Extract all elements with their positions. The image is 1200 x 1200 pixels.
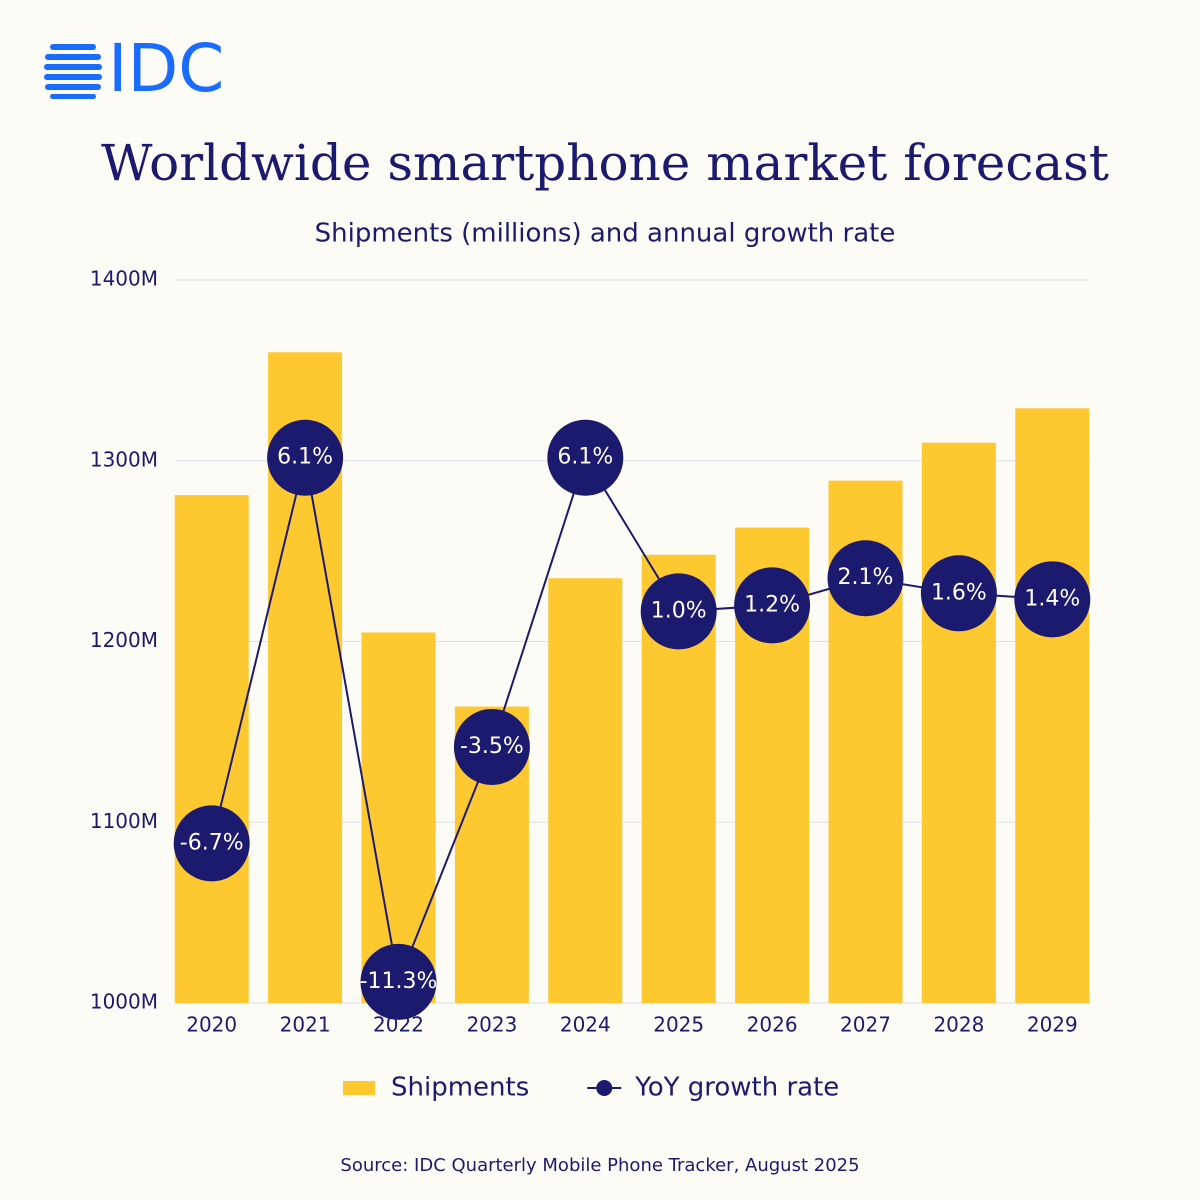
- y-tick-label: 1000M: [90, 990, 158, 1014]
- point: [734, 567, 811, 644]
- x-tick-label: 2029: [1027, 1013, 1078, 1037]
- legend-label: Shipments: [391, 1073, 529, 1103]
- x-tick-label: 2023: [466, 1013, 517, 1037]
- logo-mark: [44, 44, 102, 99]
- data-label: -3.5%: [460, 734, 524, 759]
- point: [1014, 561, 1091, 638]
- line: [210, 455, 1053, 986]
- point: [453, 708, 530, 785]
- y-tick-label: 1400M: [90, 267, 158, 291]
- point: [920, 555, 997, 632]
- bar: [548, 578, 623, 1003]
- y-tick-label: 1100M: [90, 809, 158, 833]
- data-label: 1.2%: [744, 592, 800, 617]
- x-tick-label: 2026: [747, 1013, 798, 1037]
- data-label: 2.1%: [838, 565, 894, 590]
- point: [360, 943, 437, 1020]
- point: [640, 573, 717, 650]
- source: Source: IDC Quarterly Mobile Phone Track…: [340, 1155, 859, 1176]
- x-tick-label: 2027: [840, 1013, 891, 1037]
- bar: [1015, 408, 1090, 1003]
- data-label: 1.4%: [1024, 586, 1080, 611]
- legend-swatch: [596, 1080, 613, 1096]
- bar: [174, 495, 249, 1003]
- x-tick-label: 2024: [560, 1013, 611, 1037]
- data-label: 1.0%: [651, 598, 707, 623]
- data-label: 1.6%: [931, 580, 987, 605]
- x-tick-label: 2025: [653, 1013, 704, 1037]
- point: [173, 805, 250, 882]
- bar: [361, 632, 436, 1003]
- legend-label: YoY growth rate: [634, 1073, 839, 1103]
- chart-subtitle: Shipments (millions) and annual growth r…: [315, 219, 896, 249]
- data-label: 6.1%: [277, 445, 333, 470]
- y-tick-label: 1200M: [90, 628, 158, 652]
- logo-text: IDC: [108, 30, 224, 107]
- chart-title: Worldwide smartphone market forecast: [101, 134, 1109, 192]
- bar: [921, 442, 996, 1003]
- legend-swatch: [343, 1081, 375, 1095]
- data-label: -6.7%: [180, 830, 244, 855]
- data-label: 6.1%: [557, 445, 613, 470]
- data-label: -11.3%: [360, 969, 438, 994]
- point: [267, 419, 344, 496]
- x-tick-label: 2028: [933, 1013, 984, 1037]
- point: [547, 419, 624, 496]
- x-tick-label: 2020: [186, 1013, 237, 1037]
- y-tick-label: 1300M: [90, 447, 158, 471]
- point: [827, 540, 904, 617]
- x-tick-label: 2021: [280, 1013, 331, 1037]
